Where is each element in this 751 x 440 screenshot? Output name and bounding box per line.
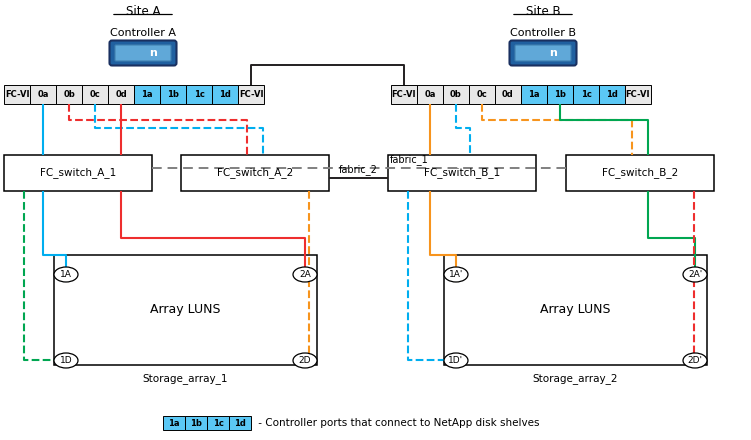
Ellipse shape — [54, 353, 78, 368]
Bar — [521, 85, 547, 104]
Text: 1c: 1c — [213, 418, 224, 428]
FancyBboxPatch shape — [115, 45, 171, 61]
Bar — [388, 155, 536, 191]
FancyBboxPatch shape — [515, 45, 571, 61]
Text: 0b: 0b — [450, 90, 462, 99]
Text: 1a: 1a — [141, 90, 152, 99]
Text: 1b: 1b — [190, 418, 202, 428]
Bar — [573, 85, 599, 104]
Bar — [4, 85, 30, 104]
Bar — [181, 155, 329, 191]
Bar — [163, 416, 185, 430]
Bar — [495, 85, 521, 104]
Text: 0a: 0a — [38, 90, 49, 99]
Text: 2A: 2A — [299, 270, 311, 279]
Text: 0b: 0b — [63, 90, 75, 99]
Text: n: n — [149, 48, 157, 58]
Text: Controller B: Controller B — [510, 28, 576, 38]
Text: 0c: 0c — [477, 90, 487, 99]
Bar — [625, 85, 651, 104]
Text: 0c: 0c — [89, 90, 101, 99]
Text: Controller A: Controller A — [110, 28, 176, 38]
Text: Storage_array_2: Storage_array_2 — [532, 374, 618, 385]
Ellipse shape — [683, 353, 707, 368]
Bar — [469, 85, 495, 104]
Ellipse shape — [683, 267, 707, 282]
Ellipse shape — [293, 353, 317, 368]
FancyBboxPatch shape — [110, 40, 176, 66]
Ellipse shape — [54, 267, 78, 282]
Text: 2D': 2D' — [687, 356, 702, 365]
Bar — [391, 85, 417, 104]
Text: 1D: 1D — [59, 356, 72, 365]
Bar — [160, 85, 186, 104]
Text: 0d: 0d — [502, 90, 514, 99]
Text: 1A': 1A' — [449, 270, 463, 279]
Text: FC_switch_A_1: FC_switch_A_1 — [40, 168, 116, 179]
Bar — [212, 85, 238, 104]
Text: fabric_2: fabric_2 — [339, 165, 378, 176]
Text: 1d: 1d — [219, 90, 231, 99]
Bar — [56, 85, 82, 104]
Text: 0a: 0a — [424, 90, 436, 99]
Bar — [238, 85, 264, 104]
Text: - Controller ports that connect to NetApp disk shelves: - Controller ports that connect to NetAp… — [255, 418, 539, 428]
Text: Site B: Site B — [526, 4, 560, 18]
Text: FC_switch_B_2: FC_switch_B_2 — [602, 168, 678, 179]
Text: Site A: Site A — [125, 4, 160, 18]
Ellipse shape — [444, 353, 468, 368]
Text: 1c: 1c — [581, 90, 592, 99]
Bar — [443, 85, 469, 104]
Text: Storage_array_1: Storage_array_1 — [143, 374, 228, 385]
Bar — [229, 416, 251, 430]
Text: 1a: 1a — [528, 90, 540, 99]
Bar — [134, 85, 160, 104]
Text: 1A: 1A — [60, 270, 72, 279]
Text: 1d: 1d — [606, 90, 618, 99]
Bar — [186, 85, 212, 104]
Text: fabric_1: fabric_1 — [390, 154, 428, 165]
Bar — [207, 416, 229, 430]
Text: 2D: 2D — [299, 356, 311, 365]
Text: Array LUNS: Array LUNS — [150, 304, 221, 316]
Text: FC_switch_A_2: FC_switch_A_2 — [217, 168, 293, 179]
Bar — [185, 416, 207, 430]
Bar — [566, 155, 714, 191]
Text: 0d: 0d — [115, 90, 127, 99]
Text: FC-VI: FC-VI — [5, 90, 29, 99]
Text: n: n — [549, 48, 557, 58]
Bar — [444, 255, 707, 365]
Bar — [30, 85, 56, 104]
Text: 2A': 2A' — [688, 270, 702, 279]
Bar — [54, 255, 317, 365]
Bar — [82, 85, 108, 104]
Bar — [108, 85, 134, 104]
FancyBboxPatch shape — [509, 40, 577, 66]
Text: 1c: 1c — [194, 90, 204, 99]
Text: FC-VI: FC-VI — [239, 90, 264, 99]
Bar — [417, 85, 443, 104]
Text: FC-VI: FC-VI — [392, 90, 416, 99]
Text: 1a: 1a — [168, 418, 179, 428]
Text: FC-VI: FC-VI — [626, 90, 650, 99]
Text: 1b: 1b — [167, 90, 179, 99]
Text: 1d: 1d — [234, 418, 246, 428]
Bar — [547, 85, 573, 104]
Ellipse shape — [444, 267, 468, 282]
Text: Array LUNS: Array LUNS — [540, 304, 611, 316]
Text: 1D': 1D' — [448, 356, 463, 365]
Ellipse shape — [293, 267, 317, 282]
Text: FC_switch_B_1: FC_switch_B_1 — [424, 168, 500, 179]
Text: 1b: 1b — [554, 90, 566, 99]
Bar — [599, 85, 625, 104]
Bar — [4, 155, 152, 191]
